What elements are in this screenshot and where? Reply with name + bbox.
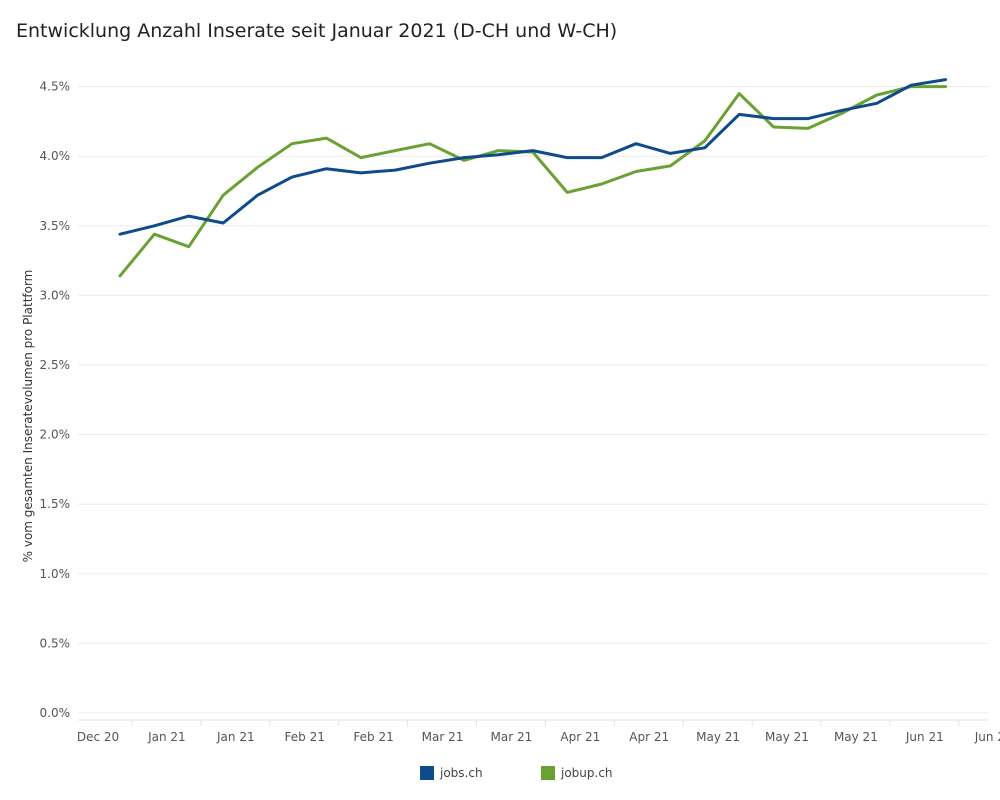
data-point-jobs[interactable] bbox=[736, 111, 742, 117]
data-point-jobs[interactable] bbox=[943, 77, 949, 83]
x-tick-label: Dec 20 bbox=[77, 730, 119, 744]
data-point-jobs[interactable] bbox=[667, 150, 673, 156]
x-tick-label: Jun 21 bbox=[974, 730, 1000, 744]
x-tick-label: Feb 21 bbox=[353, 730, 393, 744]
data-point-jobup[interactable] bbox=[323, 135, 329, 141]
data-point-jobup[interactable] bbox=[186, 244, 192, 250]
data-point-jobup[interactable] bbox=[255, 164, 261, 170]
legend-swatch-jobs bbox=[420, 766, 434, 780]
data-point-jobs[interactable] bbox=[151, 223, 157, 229]
x-tick-label: Mar 21 bbox=[491, 730, 533, 744]
x-tick-label: May 21 bbox=[834, 730, 878, 744]
line-chart: 0.0% 0.5% 1.0% 1.5% 2.0% 2.5% 3.0% 3.5% 4.0% 4.5%… bbox=[21, 77, 1000, 744]
data-point-jobs[interactable] bbox=[874, 100, 880, 106]
x-tick-label: Feb 21 bbox=[285, 730, 325, 744]
data-point-jobup[interactable] bbox=[736, 91, 742, 97]
data-point-jobs[interactable] bbox=[599, 155, 605, 161]
data-point-jobup[interactable] bbox=[599, 181, 605, 187]
data-point-jobup[interactable] bbox=[289, 141, 295, 147]
series-layer bbox=[117, 77, 949, 279]
data-point-jobup[interactable] bbox=[358, 155, 364, 161]
data-point-jobup[interactable] bbox=[805, 125, 811, 131]
data-point-jobs[interactable] bbox=[633, 141, 639, 147]
data-point-jobs[interactable] bbox=[839, 107, 845, 113]
legend-label-jobs: jobs.ch bbox=[440, 766, 483, 780]
x-tick-label: Apr 21 bbox=[560, 730, 600, 744]
data-point-jobs[interactable] bbox=[702, 145, 708, 151]
data-point-jobup[interactable] bbox=[220, 192, 226, 198]
data-point-jobs[interactable] bbox=[908, 82, 914, 88]
series-line-jobs[interactable] bbox=[118, 78, 948, 236]
legend-item-jobs[interactable]: jobs.ch bbox=[420, 766, 483, 780]
data-point-jobs[interactable] bbox=[255, 192, 261, 198]
y-axis-label: % vom gesamten Inseratevolumen pro Platt… bbox=[21, 270, 35, 563]
data-point-jobup[interactable] bbox=[874, 92, 880, 98]
legend-swatch-jobup bbox=[541, 766, 555, 780]
x-tick-label: Apr 21 bbox=[629, 730, 669, 744]
x-tick-label: May 21 bbox=[696, 730, 740, 744]
y-tick-label: 4.5% bbox=[40, 80, 71, 94]
data-point-jobs[interactable] bbox=[117, 231, 123, 237]
data-point-jobs[interactable] bbox=[358, 170, 364, 176]
x-tick-label: Jan 21 bbox=[147, 730, 186, 744]
y-tick-label: 1.0% bbox=[40, 567, 71, 581]
y-tick-label: 4.0% bbox=[40, 149, 71, 163]
y-tick-label: 3.5% bbox=[40, 219, 71, 233]
x-tick-label: May 21 bbox=[765, 730, 809, 744]
data-point-jobs[interactable] bbox=[530, 148, 536, 154]
data-point-jobs[interactable] bbox=[495, 152, 501, 158]
data-point-jobs[interactable] bbox=[771, 116, 777, 122]
data-point-jobup[interactable] bbox=[633, 169, 639, 175]
data-point-jobs[interactable] bbox=[461, 155, 467, 161]
data-point-jobup[interactable] bbox=[771, 124, 777, 130]
y-tick-label: 3.0% bbox=[40, 288, 71, 302]
axis-layer: 0.0% 0.5% 1.0% 1.5% 2.0% 2.5% 3.0% 3.5% 4.0% 4.5%… bbox=[40, 80, 1000, 744]
data-point-jobup[interactable] bbox=[943, 84, 949, 90]
y-tick-label: 1.5% bbox=[40, 497, 71, 511]
data-point-jobs[interactable] bbox=[289, 174, 295, 180]
y-tick-label: 0.0% bbox=[40, 706, 71, 720]
data-point-jobs[interactable] bbox=[564, 155, 570, 161]
data-point-jobs[interactable] bbox=[805, 116, 811, 122]
data-point-jobup[interactable] bbox=[702, 138, 708, 144]
y-tick-label: 2.0% bbox=[40, 428, 71, 442]
data-point-jobs[interactable] bbox=[220, 220, 226, 226]
legend-label-jobup: jobup.ch bbox=[561, 766, 613, 780]
x-tick-label: Jun 21 bbox=[905, 730, 944, 744]
data-point-jobs[interactable] bbox=[323, 166, 329, 172]
y-tick-label: 0.5% bbox=[40, 636, 71, 650]
data-point-jobup[interactable] bbox=[427, 141, 433, 147]
legend-item-jobup[interactable]: jobup.ch bbox=[541, 766, 613, 780]
x-tick-label: Jan 21 bbox=[216, 730, 255, 744]
data-point-jobup[interactable] bbox=[151, 231, 157, 237]
data-point-jobup[interactable] bbox=[117, 273, 123, 279]
x-tick-label: Mar 21 bbox=[422, 730, 464, 744]
data-point-jobs[interactable] bbox=[392, 167, 398, 173]
data-point-jobs[interactable] bbox=[186, 213, 192, 219]
legend: jobs.ch jobup.ch bbox=[0, 766, 1000, 786]
y-tick-label: 2.5% bbox=[40, 358, 71, 372]
data-point-jobup[interactable] bbox=[667, 163, 673, 169]
data-point-jobup[interactable] bbox=[392, 148, 398, 154]
chart-title: Entwicklung Anzahl Inserate seit Januar … bbox=[16, 20, 618, 42]
data-point-jobup[interactable] bbox=[564, 189, 570, 195]
data-point-jobs[interactable] bbox=[427, 160, 433, 166]
grid-layer bbox=[78, 86, 988, 726]
